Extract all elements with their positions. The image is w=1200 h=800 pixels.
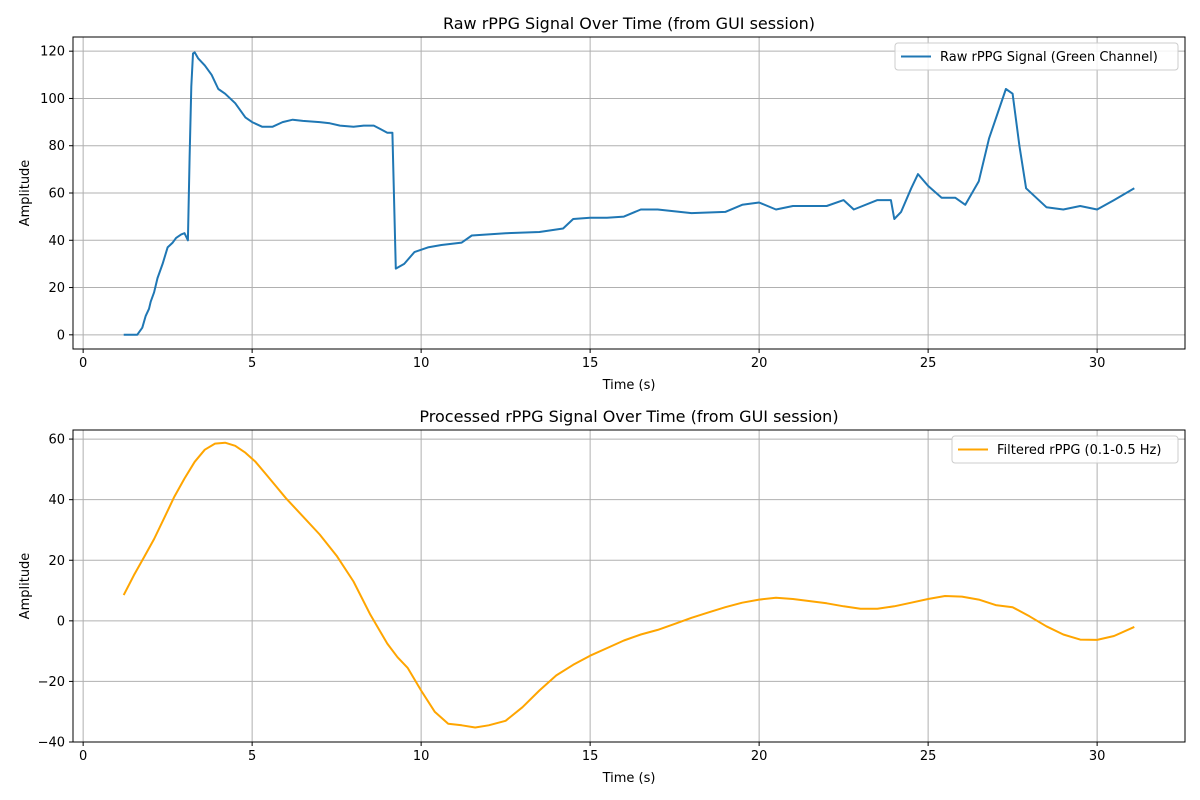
y-tick-label: 60 bbox=[48, 433, 65, 448]
x-axis-label: Time (s) bbox=[602, 378, 656, 393]
x-tick-label: 30 bbox=[1089, 356, 1106, 371]
x-tick-labels: 0 5 10 15 20 25 30 bbox=[79, 742, 1105, 764]
y-tick-label: −40 bbox=[38, 736, 65, 751]
y-tick-label: 20 bbox=[48, 281, 65, 296]
series-lines bbox=[123, 51, 1135, 336]
legend-box bbox=[951, 435, 1179, 464]
y-tick-label: 40 bbox=[48, 493, 65, 508]
y-tick-labels: −40 −20 0 20 40 60 bbox=[38, 433, 73, 751]
subplot-raw: Raw rPPG Signal Over Time (from GUI sess… bbox=[18, 14, 1186, 393]
legend-label: Filtered rPPG (0.1-0.5 Hz) bbox=[997, 443, 1161, 458]
grid-lines bbox=[73, 430, 1185, 743]
y-tick-label: 40 bbox=[48, 234, 65, 249]
y-axis-label: Amplitude bbox=[18, 160, 33, 227]
x-tick-label: 10 bbox=[413, 749, 430, 764]
x-tick-label: 30 bbox=[1089, 749, 1106, 764]
legend-box bbox=[894, 42, 1179, 71]
x-tick-label: 25 bbox=[920, 749, 937, 764]
y-tick-label: 120 bbox=[40, 45, 65, 60]
plot-frame bbox=[72, 429, 1186, 743]
y-tick-label: 80 bbox=[48, 139, 65, 154]
y-tick-label: 0 bbox=[57, 328, 65, 343]
x-tick-labels: 0 5 10 15 20 25 30 bbox=[79, 349, 1105, 371]
y-tick-label: 100 bbox=[40, 92, 65, 107]
chart-title: Processed rPPG Signal Over Time (from GU… bbox=[419, 407, 838, 426]
y-tick-label: 20 bbox=[48, 554, 65, 569]
series-line bbox=[122, 441, 1135, 729]
chart-title: Raw rPPG Signal Over Time (from GUI sess… bbox=[443, 14, 815, 33]
legend: Raw rPPG Signal (Green Channel) bbox=[894, 42, 1179, 71]
grid-lines bbox=[73, 37, 1185, 349]
x-tick-label: 15 bbox=[582, 749, 599, 764]
subplot-processed: Processed rPPG Signal Over Time (from GU… bbox=[18, 407, 1186, 786]
x-tick-label: 0 bbox=[79, 749, 87, 764]
x-axis-label: Time (s) bbox=[602, 771, 656, 786]
x-tick-label: 10 bbox=[413, 356, 430, 371]
x-tick-label: 15 bbox=[582, 356, 599, 371]
series-line bbox=[123, 51, 1135, 336]
legend-label: Raw rPPG Signal (Green Channel) bbox=[940, 50, 1158, 65]
legend: Filtered rPPG (0.1-0.5 Hz) bbox=[951, 435, 1179, 464]
x-tick-label: 0 bbox=[79, 356, 87, 371]
x-tick-label: 20 bbox=[751, 749, 768, 764]
y-tick-label: −20 bbox=[38, 675, 65, 690]
series-lines bbox=[122, 441, 1135, 729]
y-tick-label: 60 bbox=[48, 187, 65, 202]
y-axis-label: Amplitude bbox=[18, 553, 33, 620]
y-tick-label: 0 bbox=[57, 614, 65, 629]
y-tick-labels: 0 20 40 60 80 100 120 bbox=[40, 45, 73, 343]
x-tick-label: 20 bbox=[751, 356, 768, 371]
x-tick-label: 5 bbox=[248, 356, 256, 371]
x-tick-label: 5 bbox=[248, 749, 256, 764]
x-tick-label: 25 bbox=[920, 356, 937, 371]
plot-frame bbox=[72, 36, 1186, 350]
